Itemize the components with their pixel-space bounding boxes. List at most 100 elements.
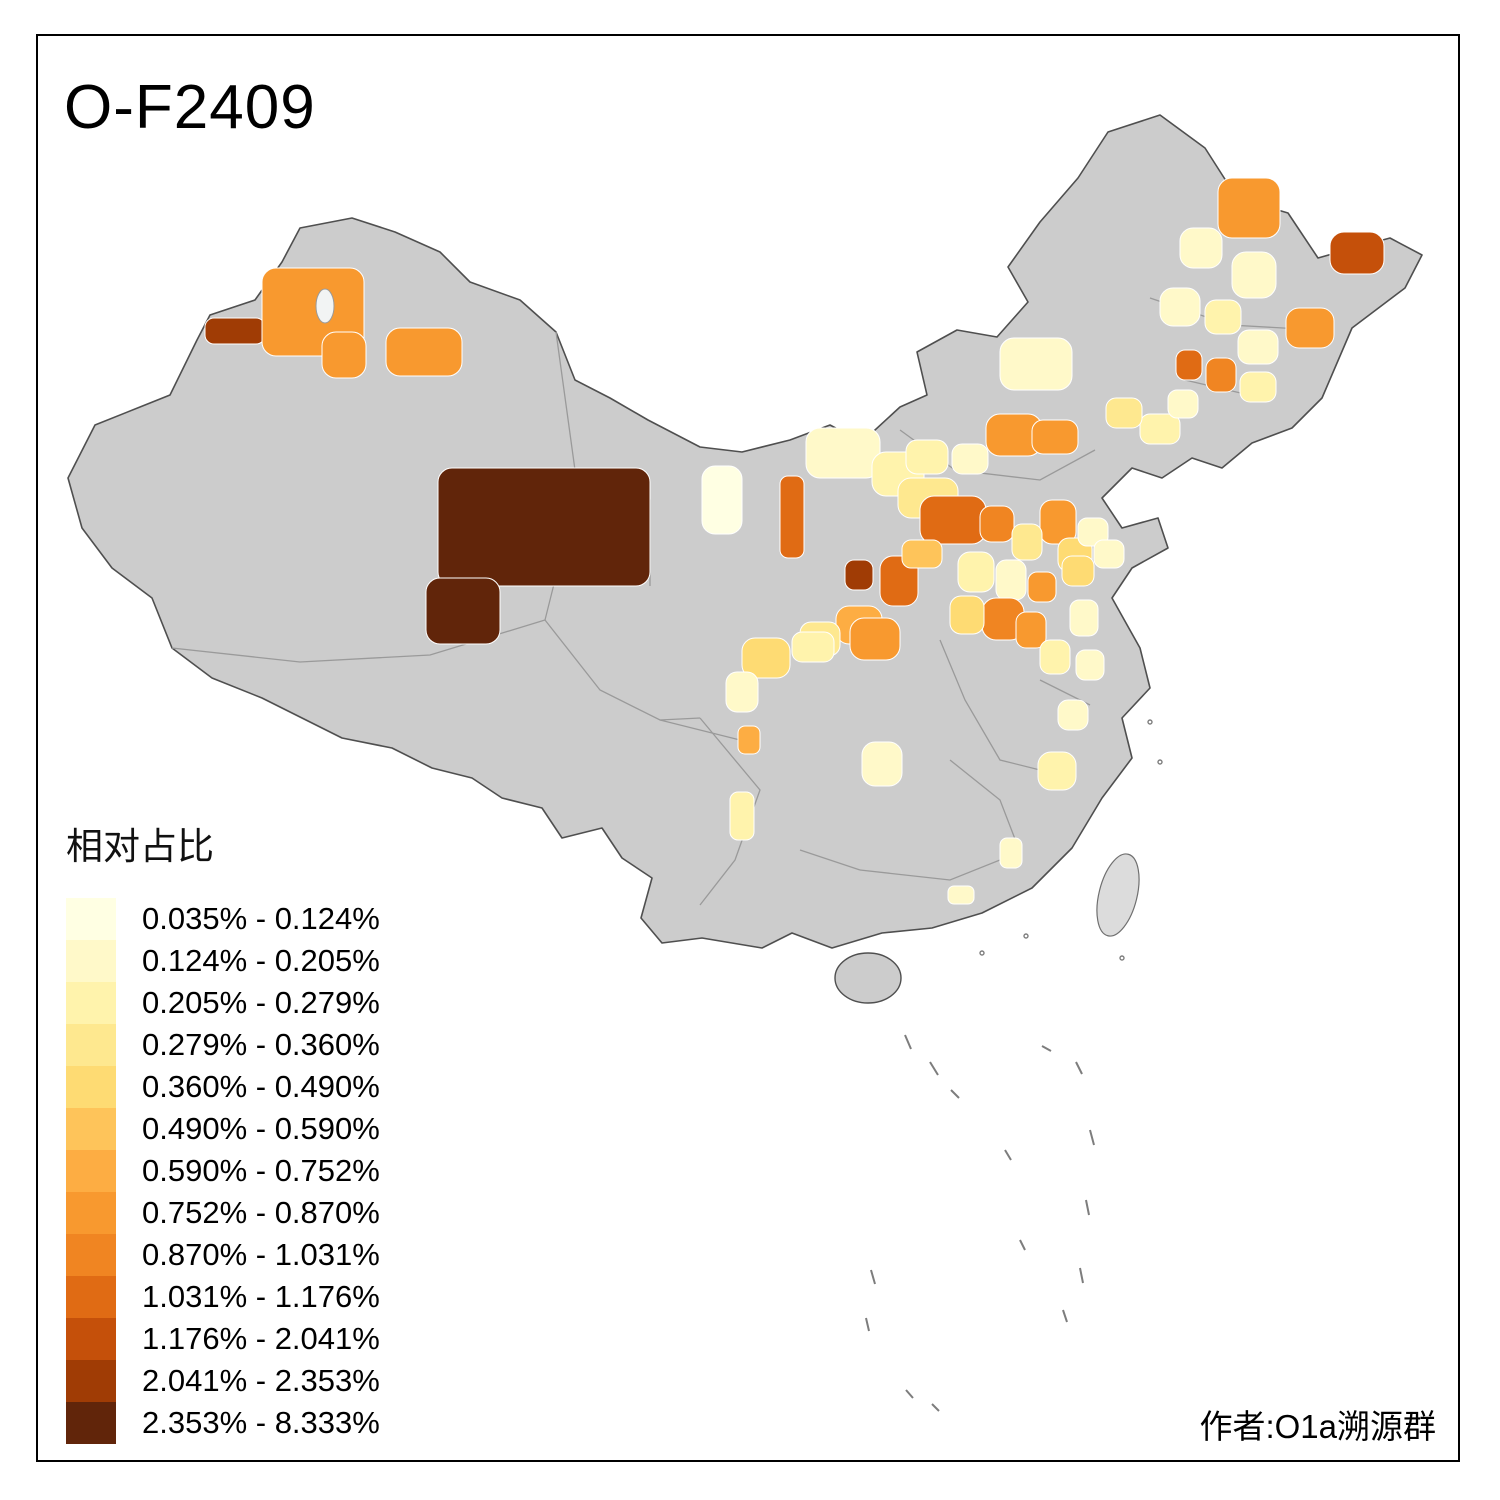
map-region [204,317,266,345]
map-region [1167,389,1199,419]
map-region [1285,307,1335,349]
map-region [725,671,759,713]
map-region [1027,571,1057,603]
legend-rows: 0.035% - 0.124% 0.124% - 0.205% 0.205% - 0… [66,898,506,1444]
hainan-island [834,952,902,1004]
taiwan-island [1096,853,1140,937]
map-region [437,467,651,587]
map-region [1069,599,1099,637]
legend-item: 0.124% - 0.205% [66,940,506,982]
legend-swatch [66,1024,116,1066]
map-region [1179,227,1223,269]
legend-item: 0.205% - 0.279% [66,982,506,1024]
map-region [1139,413,1181,445]
map-region [741,637,791,679]
legend-swatch [66,982,116,1024]
map-region [729,791,755,841]
map-region [999,337,1073,391]
legend-title: 相对占比 [66,826,214,867]
map-region [905,439,949,475]
legend-item: 0.035% - 0.124% [66,898,506,940]
legend-label: 0.124% - 0.205% [142,943,380,978]
map-region [1329,231,1385,275]
legend-swatch [66,898,116,940]
map-region [385,327,463,377]
map-region [861,741,903,787]
legend-item: 1.031% - 1.176% [66,1276,506,1318]
legend-swatch [66,1360,116,1402]
map-region [957,551,995,593]
map-region [1031,419,1079,455]
islets [979,719,1163,961]
legend-item: 0.490% - 0.590% [66,1108,506,1150]
legend-label: 0.870% - 1.031% [142,1237,380,1272]
china-mainland [67,114,1423,949]
legend-item: 1.176% - 2.041% [66,1318,506,1360]
map-region [1015,611,1047,649]
map-region [1105,397,1143,429]
legend-label: 2.353% - 8.333% [142,1405,380,1440]
map-region [901,539,943,569]
map-region [425,577,501,645]
map-region [791,631,835,663]
map-region [1037,751,1077,791]
map-region [1077,517,1109,547]
map-region [1217,177,1281,239]
legend-swatch [66,1318,116,1360]
legend-item: 2.041% - 2.353% [66,1360,506,1402]
map-region [1011,523,1043,561]
map-region [1175,349,1203,381]
map-region [995,559,1027,601]
map-region [737,725,761,755]
legend-label: 1.176% - 2.041% [142,1321,380,1356]
map-region [1231,251,1277,299]
map-region [805,427,881,479]
legend-item: 0.279% - 0.360% [66,1024,506,1066]
legend-swatch [66,1066,116,1108]
map-region [1239,371,1277,403]
map-region [947,885,975,905]
map-region [849,617,901,661]
map-region [1061,555,1095,587]
map-region [999,837,1023,869]
map-region [1204,299,1242,335]
map-region [1057,699,1089,731]
lake [315,288,335,324]
map-region [949,595,985,635]
map-region [321,331,367,379]
map-region [779,475,805,559]
legend-label: 0.360% - 0.490% [142,1069,380,1104]
map-region [951,443,989,475]
map-region [1075,649,1105,681]
legend-swatch [66,940,116,982]
attribution: 作者:O1a溯源群 [1199,1408,1436,1445]
legend-swatch [66,1234,116,1276]
map-region [1039,639,1071,675]
legend: 相对占比 0.035% - 0.124% 0.124% - 0.205% 0.205… [66,816,506,1444]
map-region [1237,329,1279,365]
legend-label: 0.590% - 0.752% [142,1153,380,1188]
legend-item: 0.360% - 0.490% [66,1066,506,1108]
choropleth-regions [204,177,1385,905]
map-region [1205,357,1237,393]
legend-label: 2.041% - 2.353% [142,1363,380,1398]
legend-item: 0.870% - 1.031% [66,1234,506,1276]
legend-label: 0.205% - 0.279% [142,985,380,1020]
legend-label: 0.752% - 0.870% [142,1195,380,1230]
legend-item: 2.353% - 8.333% [66,1402,506,1444]
map-region [919,495,987,545]
map-region [1159,287,1201,327]
legend-item: 0.752% - 0.870% [66,1192,506,1234]
map-region [1039,499,1077,545]
map-region [979,505,1015,543]
legend-swatch [66,1192,116,1234]
nine-dash-line [865,1034,1095,1412]
map-region [701,465,743,535]
map-title: O-F2409 [64,73,316,142]
legend-swatch [66,1150,116,1192]
legend-label: 0.490% - 0.590% [142,1111,380,1146]
legend-label: 0.279% - 0.360% [142,1027,380,1062]
legend-item: 0.590% - 0.752% [66,1150,506,1192]
legend-swatch [66,1402,116,1444]
